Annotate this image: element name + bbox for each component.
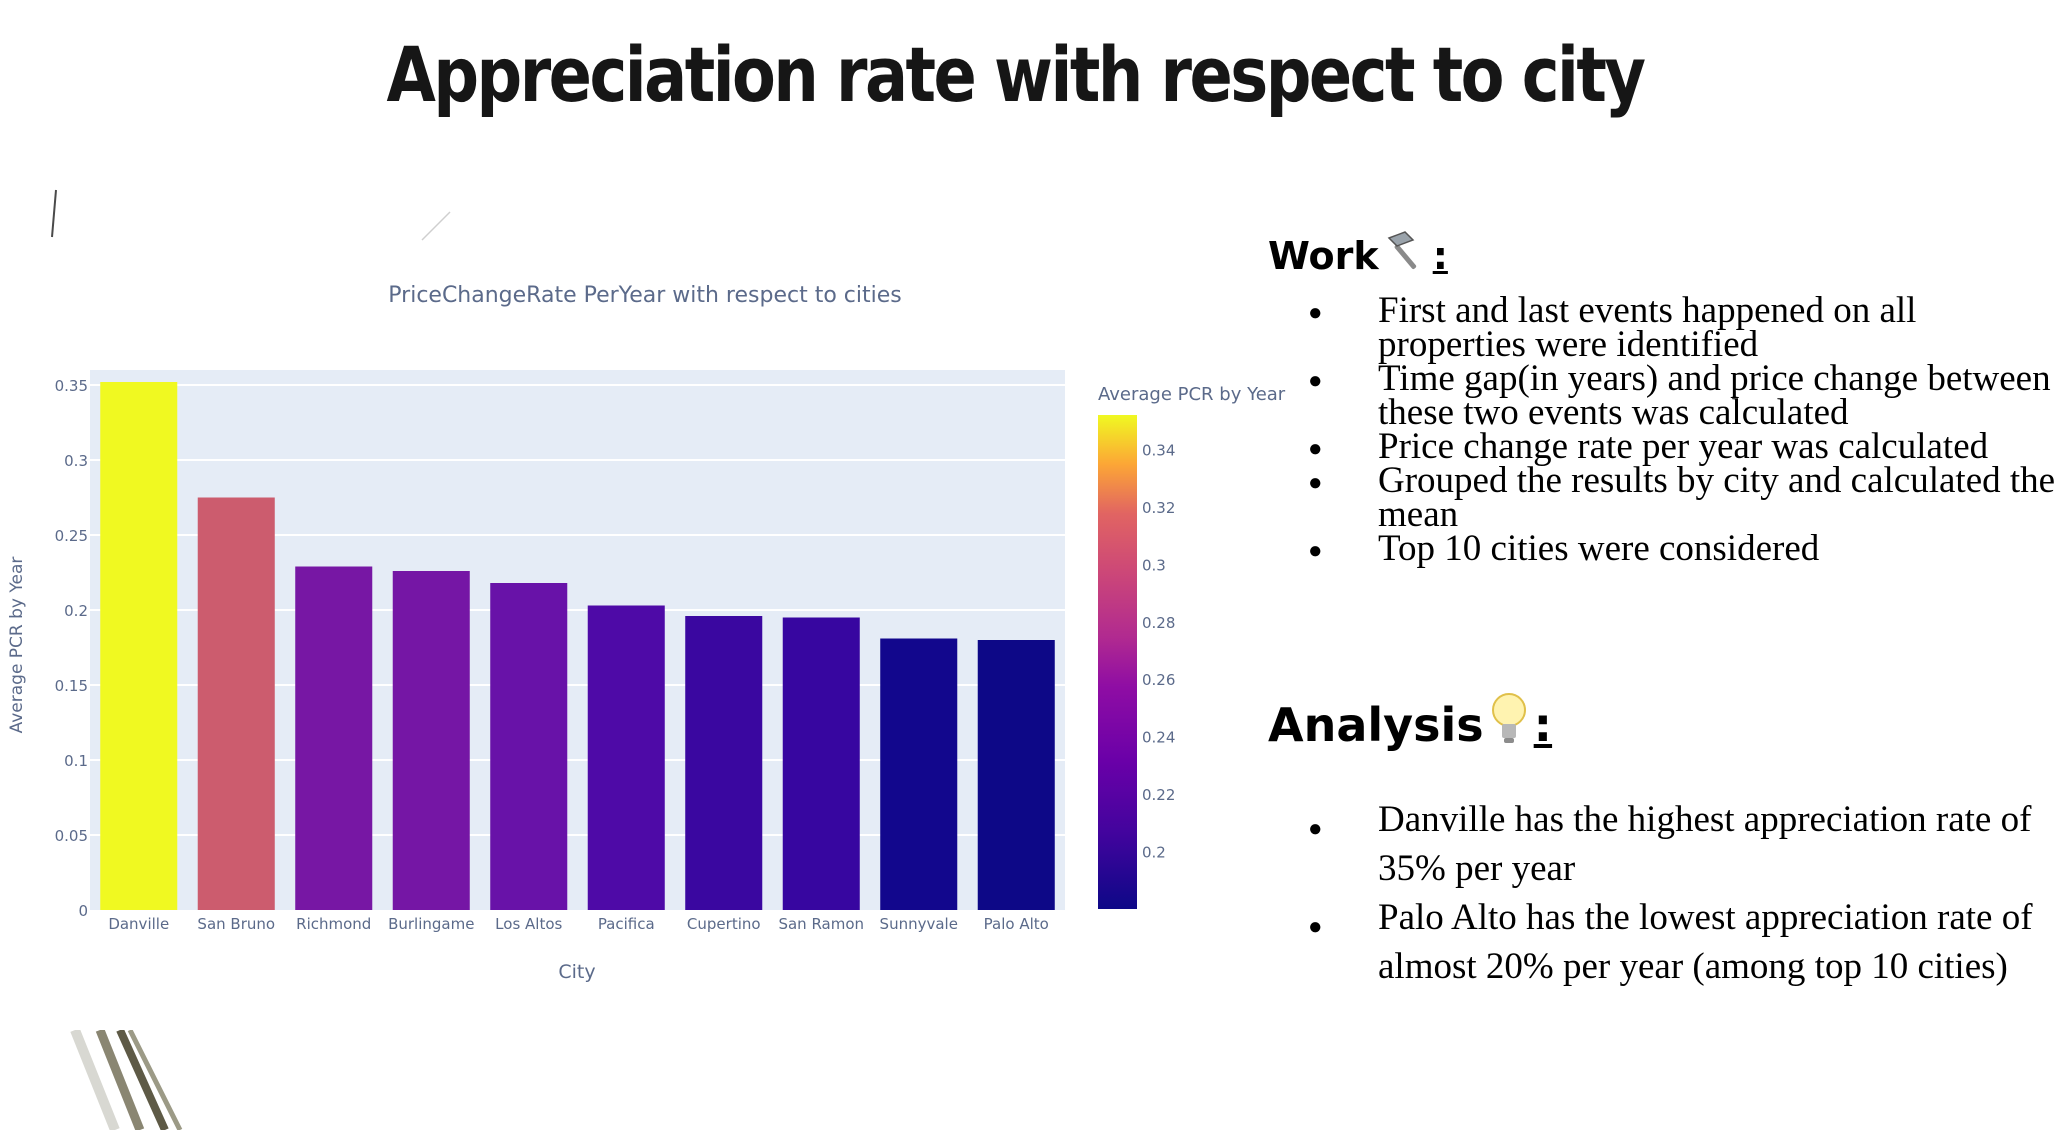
colorbar: [1098, 415, 1137, 909]
work-heading-colon: :: [1432, 233, 1448, 278]
bar: [100, 382, 178, 910]
work-item: Grouped the results by city and calculat…: [1270, 462, 2070, 533]
colorbar-tick-label: 0.3: [1142, 556, 1166, 574]
y-tick-label: 0.1: [64, 752, 88, 770]
bar: [197, 497, 275, 910]
y-axis-label: Average PCR by Year: [7, 557, 27, 734]
y-tick-label: 0.35: [55, 377, 88, 395]
colorbar-tick-label: 0.2: [1142, 844, 1166, 862]
colorbar-tick-label: 0.34: [1142, 441, 1175, 459]
slide-title: Appreciation rate with respect to city: [386, 30, 1646, 119]
work-item: First and last events happened on all pr…: [1270, 292, 2070, 363]
analysis-heading-label: Analysis: [1268, 697, 1484, 752]
work-item: Top 10 cities were considered: [1270, 530, 2070, 568]
chart-title: PriceChangeRate PerYear with respect to …: [388, 283, 901, 308]
colorbar-tick-label: 0.24: [1142, 729, 1175, 747]
y-tick-label: 0.15: [55, 677, 88, 695]
decorative-line-top-center: [421, 211, 451, 241]
work-item: Time gap(in years) and price change betw…: [1270, 360, 2070, 431]
work-list: First and last events happened on all pr…: [1270, 292, 2070, 568]
lightbulb-icon: [1488, 690, 1530, 759]
y-tick-label: 0.3: [64, 452, 88, 470]
x-tick-label: Sunnyvale: [880, 915, 958, 933]
analysis-item: Danville has the highest appreciation ra…: [1270, 795, 2070, 893]
bar: [392, 571, 470, 910]
colorbar-title: Average PCR by Year: [1098, 384, 1286, 405]
analysis-heading-colon: :: [1533, 697, 1553, 752]
colorbar-tick-label: 0.28: [1142, 614, 1175, 632]
x-tick-label: Pacifica: [598, 915, 655, 933]
x-tick-label: Richmond: [296, 915, 371, 933]
decorative-stripes-bottom-left: [70, 1030, 183, 1130]
x-tick-label: San Ramon: [778, 915, 864, 933]
analysis-heading: Analysis :: [1268, 690, 1552, 759]
analysis-item: Palo Alto has the lowest appreciation ra…: [1270, 893, 2070, 991]
hammer-icon: [1383, 228, 1429, 283]
x-tick-label: San Bruno: [197, 915, 275, 933]
x-tick-label: Burlingame: [388, 915, 474, 933]
x-tick-label: Los Altos: [495, 915, 562, 933]
bars: [100, 382, 1055, 910]
y-tick-label: 0.2: [64, 602, 88, 620]
colorbar-tick-label: 0.26: [1142, 671, 1175, 689]
work-heading-label: Work: [1268, 233, 1379, 278]
bar: [295, 566, 373, 910]
y-tick-label: 0.25: [55, 527, 88, 545]
colorbar-ticks: 0.2 0.22 0.24 0.26 0.28 0.3 0.32 0.34: [1142, 441, 1175, 861]
x-tick-label: Palo Alto: [984, 915, 1049, 933]
bar: [587, 605, 665, 910]
colorbar-tick-label: 0.32: [1142, 499, 1175, 517]
x-tick-label: Cupertino: [687, 915, 761, 933]
bar: [880, 638, 958, 910]
bar-chart: PriceChangeRate PerYear with respect to …: [7, 283, 1286, 983]
y-axis-ticks: 0 0.05 0.1 0.15 0.2 0.25 0.3 0.35: [55, 377, 88, 920]
x-axis-ticks: Danville San Bruno Richmond Burlingame Los A…: [108, 915, 1049, 933]
bar: [977, 640, 1055, 910]
work-item: Price change rate per year was calculate…: [1270, 428, 2070, 466]
bar: [685, 616, 763, 910]
x-axis-label: City: [558, 961, 595, 983]
bar: [490, 583, 568, 910]
bar: [782, 617, 860, 910]
work-heading: Work :: [1268, 228, 1448, 283]
decorative-line-top-left: [51, 189, 57, 238]
y-tick-label: 0.05: [55, 827, 88, 845]
x-tick-label: Danville: [108, 915, 169, 933]
analysis-list: Danville has the highest appreciation ra…: [1270, 795, 2070, 991]
colorbar-tick-label: 0.22: [1142, 786, 1175, 804]
y-tick-label: 0: [78, 902, 88, 920]
